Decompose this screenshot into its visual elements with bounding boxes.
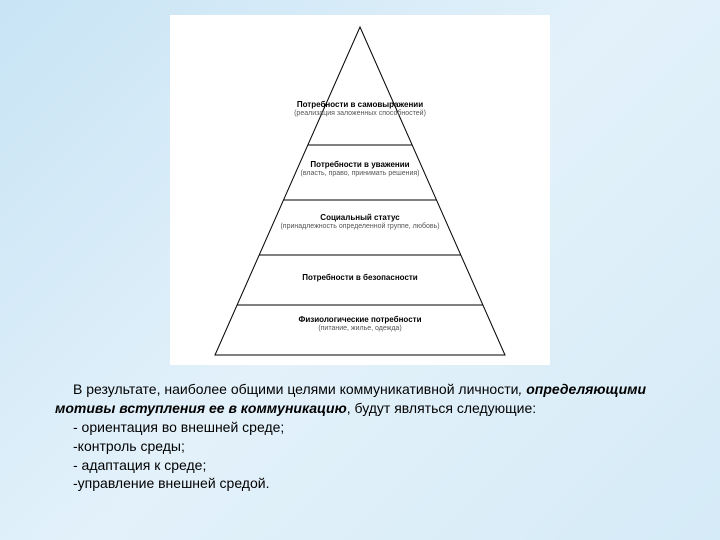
pyramid-outline [215,27,505,355]
pyramid-level-0-subtitle: (реализация заложенных способностей) [170,110,550,118]
pyramid-level-2-subtitle: (принадлежность определенной группе, люб… [170,223,550,231]
caption-bullet-0: - ориентация во внешней среде; [55,418,675,437]
pyramid-level-4: Физиологические потребности (питание, жи… [170,315,550,333]
pyramid-level-4-subtitle: (питание, жилье, одежда) [170,325,550,333]
caption-bullet-2: - адаптация к среде; [55,456,675,475]
pyramid-level-0: Потребности в самовыражении (реализация … [170,100,550,118]
pyramid-level-1: Потребности в уважении (власть, право, п… [170,160,550,178]
caption-bullet-3: -управление внешней средой. [55,474,675,493]
pyramid-level-1-title: Потребности в уважении [170,160,550,170]
pyramid-level-2-title: Социальный статус [170,213,550,223]
caption-intro: В результате, наиболее общими целями ком… [55,380,675,418]
pyramid-container: Потребности в самовыражении (реализация … [170,15,550,365]
pyramid-level-3-title: Потребности в безопасности [170,273,550,283]
caption-block: В результате, наиболее общими целями ком… [55,380,675,493]
pyramid-svg [170,15,550,365]
caption-intro-a: В результате, наиболее общими целями ком… [73,381,518,397]
caption-intro-c: , будут являться следующие: [347,400,536,416]
pyramid-level-1-subtitle: (власть, право, принимать решения) [170,170,550,178]
pyramid-level-0-title: Потребности в самовыражении [170,100,550,110]
caption-bullet-1: -контроль среды; [55,437,675,456]
pyramid-level-4-title: Физиологические потребности [170,315,550,325]
pyramid-level-2: Социальный статус (принадлежность опреде… [170,213,550,231]
pyramid-level-3: Потребности в безопасности [170,273,550,283]
